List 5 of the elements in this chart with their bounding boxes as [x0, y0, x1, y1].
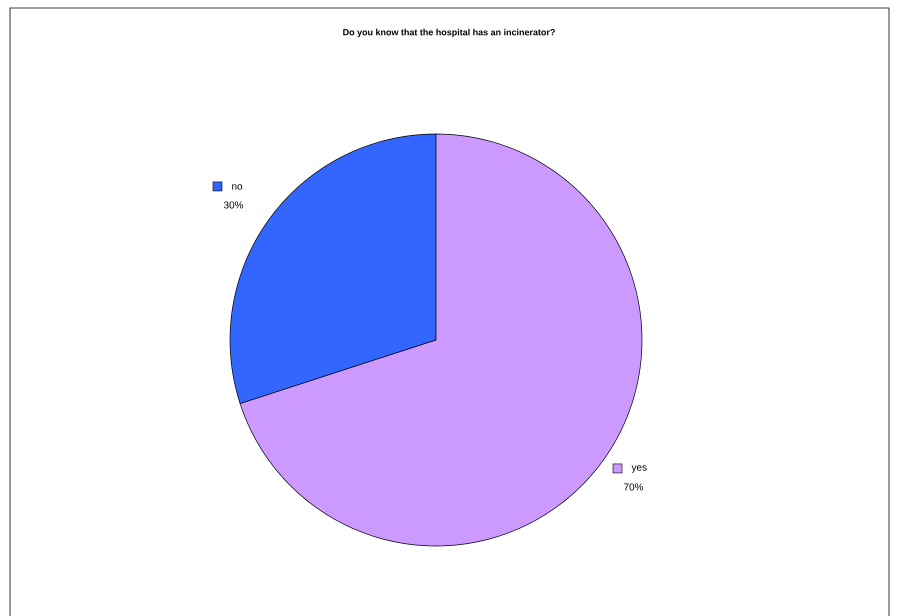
data-label: 70% — [624, 483, 644, 491]
legend-label: yes — [632, 465, 647, 473]
data-label: 30% — [224, 201, 244, 209]
chart-title: Do you know that the hospital has an incinerator? — [343, 28, 555, 38]
legend-label: no — [232, 184, 242, 190]
